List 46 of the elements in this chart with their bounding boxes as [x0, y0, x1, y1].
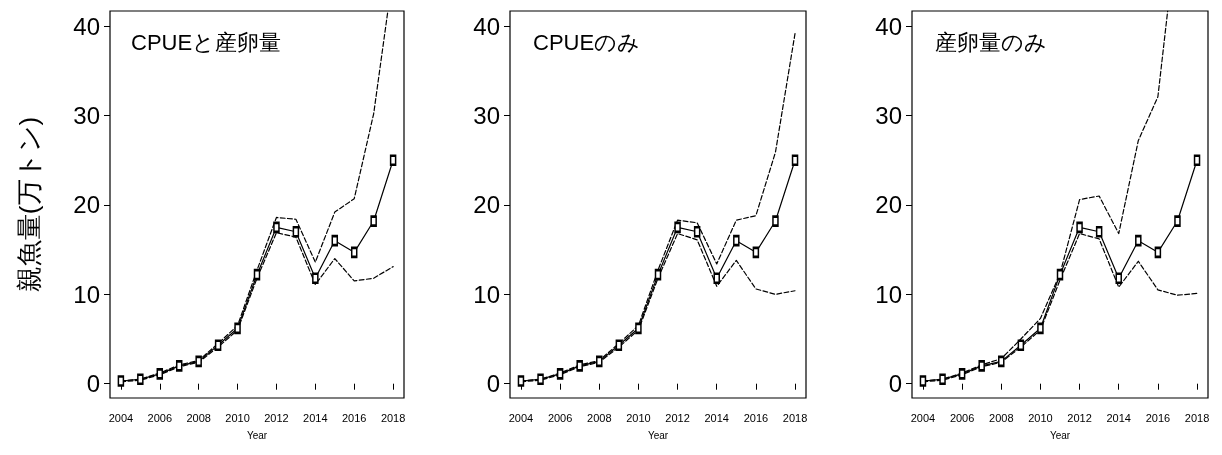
x-tick-label: 2018	[1184, 411, 1210, 424]
y-tick-label: 10	[73, 280, 100, 308]
x-tick-label: 2008	[587, 411, 612, 424]
x-tick-label: 2012	[1067, 411, 1092, 424]
x-tick-label: 2008	[989, 411, 1014, 424]
x-axis-title: Year	[1049, 429, 1071, 441]
x-tick-label: 2010	[1028, 411, 1053, 424]
text: CPUEのみ	[533, 29, 641, 55]
x-tick-label: 2010	[225, 411, 250, 424]
x-axis-title: Year	[647, 429, 669, 441]
x-tick-label: 2014	[704, 411, 729, 424]
text: 産卵量のみ	[935, 29, 1047, 55]
x-tick-label: 2018	[380, 411, 406, 424]
y-tick-label: 0	[888, 370, 902, 398]
y-tick-label: 0	[486, 370, 500, 398]
x-tick-label: 2006	[547, 411, 573, 424]
y-tick-label: 20	[875, 191, 902, 219]
x-tick-label: 2006	[147, 411, 173, 424]
x-tick-label: 2010	[626, 411, 651, 424]
x-axis-title: Year	[246, 429, 268, 441]
y-axis-title: 親魚量(万トン)	[14, 116, 44, 293]
x-tick-label: 2012	[665, 411, 690, 424]
y-tick-label: 40	[73, 12, 100, 40]
x-tick-label: 2004	[910, 411, 936, 424]
x-tick-label: 2016	[341, 411, 367, 424]
y-tick-label: 20	[473, 191, 500, 219]
y-tick-label: 20	[73, 191, 100, 219]
y-tick-label: 40	[473, 12, 500, 40]
text: CPUEと産卵量	[131, 29, 282, 55]
x-tick-label: 2016	[1145, 411, 1171, 424]
x-tick-label: 2012	[264, 411, 289, 424]
y-tick-label: 40	[875, 12, 902, 40]
x-tick-label: 2004	[108, 411, 134, 424]
y-tick-label: 10	[875, 280, 902, 308]
y-tick-label: 10	[473, 280, 500, 308]
y-tick-label: 30	[875, 102, 902, 130]
x-tick-label: 2018	[782, 411, 808, 424]
x-tick-label: 2006	[949, 411, 975, 424]
x-tick-label: 2008	[186, 411, 211, 424]
x-tick-label: 2016	[743, 411, 769, 424]
x-tick-label: 2014	[1106, 411, 1131, 424]
y-tick-label: 30	[473, 102, 500, 130]
x-tick-label: 2014	[303, 411, 328, 424]
x-tick-label: 2004	[508, 411, 534, 424]
y-tick-label: 0	[86, 370, 100, 398]
y-tick-label: 30	[73, 102, 100, 130]
